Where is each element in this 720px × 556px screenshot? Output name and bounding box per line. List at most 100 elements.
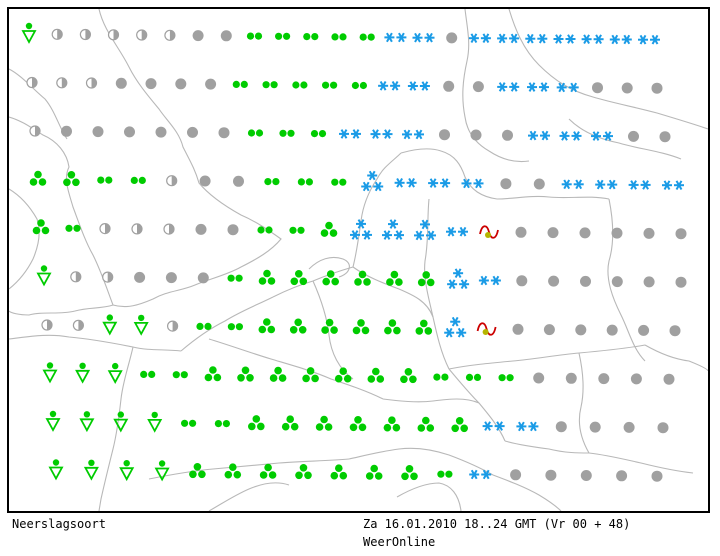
showers-icon (330, 464, 348, 480)
showers-icon (384, 319, 401, 335)
showers-icon (259, 463, 277, 479)
showers-icon (365, 464, 383, 480)
rain-dots-icon (140, 370, 156, 378)
snow-icon (554, 35, 576, 44)
shower-arrow-icon (134, 313, 149, 335)
cloud-icon (233, 175, 244, 187)
rain-dots-icon (351, 81, 367, 90)
snow-icon (462, 179, 484, 188)
shower-arrow-icon (147, 410, 162, 432)
half-cloud-icon (79, 28, 92, 41)
rain-dots-icon (359, 33, 375, 41)
rain-dots-icon (465, 373, 482, 381)
snow-icon (413, 33, 435, 42)
rain-dots-icon (322, 81, 338, 89)
cloud-icon (218, 127, 230, 139)
freezing-rain-icon (476, 322, 497, 336)
cloud-icon (197, 272, 209, 284)
cloud-icon (663, 373, 675, 385)
rain-dots-icon (227, 323, 243, 331)
showers-icon (63, 171, 80, 187)
half-cloud-icon (56, 77, 68, 89)
snow-icon (469, 34, 491, 43)
cloud-icon (515, 226, 527, 238)
showers-icon (248, 415, 265, 431)
snow-icon (560, 132, 582, 141)
snow-icon (339, 130, 361, 139)
showers-icon (320, 221, 338, 237)
cloud-icon (472, 81, 484, 93)
rain-dots-icon (130, 176, 146, 184)
snow-icon (384, 33, 406, 42)
snow-icon (629, 181, 651, 190)
showers-icon (315, 415, 333, 431)
shower-arrow-icon (43, 361, 57, 383)
cloud-icon (623, 421, 635, 433)
cloud-icon (548, 275, 560, 287)
showers-icon (29, 170, 47, 186)
rain-dots-icon (289, 226, 305, 234)
showers-icon (290, 270, 308, 286)
rain-dots-icon (331, 178, 347, 186)
showers-icon (295, 464, 312, 480)
snow-icon (525, 34, 547, 43)
showers-icon (383, 416, 401, 432)
half-cloud-icon (70, 271, 82, 283)
cloud-icon (675, 228, 687, 240)
snow-icon (662, 181, 684, 190)
cloud-icon (628, 130, 639, 142)
cloud-icon (669, 325, 681, 337)
credit-label: WeerOnline (363, 535, 436, 549)
shower-arrow-icon (84, 458, 99, 480)
snow-icon (408, 82, 430, 91)
snow-icon (428, 179, 450, 188)
showers-icon (417, 416, 435, 432)
half-cloud-icon (107, 29, 120, 41)
rain-dots-icon (181, 419, 197, 427)
rain-dots-icon (257, 226, 273, 234)
snow-showers-icon (350, 220, 372, 240)
cloud-icon (651, 82, 663, 94)
cloud-icon (533, 178, 545, 190)
snow-icon (378, 82, 400, 91)
cloud-icon (651, 470, 663, 482)
showers-icon (352, 319, 370, 335)
half-cloud-icon (26, 76, 38, 89)
cloud-icon (657, 422, 669, 434)
cloud-icon (134, 271, 146, 283)
snow-icon (528, 131, 550, 140)
snow-showers-icon (444, 317, 466, 337)
cloud-icon (61, 125, 72, 137)
snow-icon (469, 470, 491, 479)
snow-icon (591, 132, 613, 141)
rain-dots-icon (246, 32, 263, 40)
cloud-icon (510, 469, 522, 481)
showers-icon (367, 367, 385, 383)
freezing-rain-icon (479, 225, 499, 239)
shower-arrow-icon (108, 361, 123, 384)
showers-icon (237, 366, 254, 382)
half-cloud-icon (72, 319, 85, 331)
snow-icon (610, 35, 632, 44)
snow-icon (638, 35, 660, 44)
showers-icon (258, 318, 276, 334)
snow-icon (395, 179, 417, 188)
rain-dots-icon (433, 373, 449, 381)
cloud-icon (611, 276, 623, 288)
showers-icon (415, 319, 433, 335)
cloud-icon (580, 470, 592, 481)
rain-dots-icon (247, 129, 264, 137)
shower-arrow-icon (119, 459, 134, 481)
shower-arrow-icon (49, 458, 63, 480)
cloud-icon (643, 227, 655, 239)
snow-icon (562, 180, 584, 189)
showers-icon (386, 270, 403, 286)
rain-dots-icon (437, 470, 453, 478)
cloud-icon (470, 129, 482, 141)
snow-icon (595, 180, 617, 189)
showers-icon (400, 368, 417, 384)
cloud-icon (175, 78, 187, 90)
cloud-icon (533, 372, 545, 384)
rain-dots-icon (279, 129, 295, 137)
rain-dots-icon (97, 176, 113, 184)
